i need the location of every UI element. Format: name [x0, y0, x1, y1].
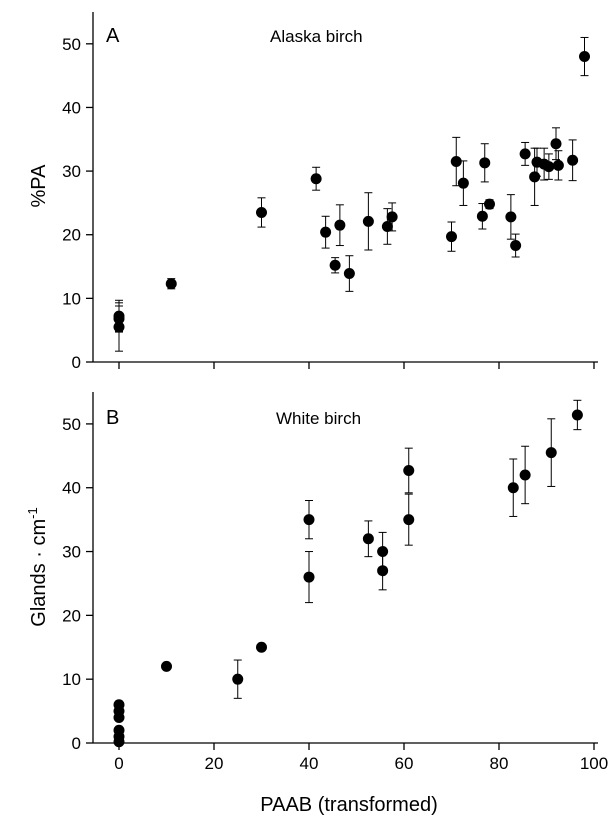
panel-a-data-point [484, 198, 495, 210]
panel-b-y-axis-title: Glands · cm-1 [25, 507, 50, 626]
panel-a-data-point [479, 157, 491, 169]
panel-a-data-point [343, 268, 355, 280]
panel-a-data-point [320, 226, 332, 238]
panel-a-error-bars [115, 36, 589, 352]
panel-a-data-point [505, 211, 517, 223]
panel-a-data-point [386, 211, 398, 223]
panel-a-data-point [256, 206, 267, 218]
panel-b-y-tick-label: 0 [72, 734, 81, 753]
panel-b-data-point [113, 711, 125, 723]
panel-a-ticks: 0 10 20 30 40 50 [62, 35, 595, 372]
panel-a-letter: A [106, 25, 120, 47]
panel-b-data-point [545, 447, 557, 459]
panel-b-title: White birch [276, 409, 361, 428]
panel-a-y-tick-label: 10 [62, 289, 81, 308]
panel-b-x-tick-label: 60 [395, 754, 414, 773]
panel-b-x-axis-title: PAAB (transformed) [260, 794, 437, 816]
panel-a-y-tick-label: 40 [62, 98, 81, 117]
panel-b-y-tick-label: 30 [62, 543, 81, 562]
panel-b-data-point [403, 514, 415, 526]
panel-b-ticks: 0 10 20 30 40 50 0 20 40 60 80 100 [62, 415, 608, 773]
panel-a-data-point [334, 219, 346, 231]
panel-b-data-point [161, 660, 172, 672]
panel-a-data-point [450, 156, 462, 168]
panel-b-y-tick-label: 10 [62, 670, 81, 689]
panel-b-y-tick-label: 50 [62, 415, 81, 434]
panel-b-data-points [113, 409, 583, 748]
panel-a-data-point [543, 161, 555, 173]
panel-b-x-tick-label: 80 [490, 754, 509, 773]
panel-b-data-point [507, 482, 519, 494]
panel-b-axes [92, 392, 598, 744]
panel-a-alaska-birch: 0 10 20 30 40 50 A Alaska birch %PA [28, 12, 598, 372]
panel-a-data-point [510, 240, 522, 252]
panel-b-y-axis-title-main: Glands [28, 563, 50, 626]
panel-a-axes [92, 12, 598, 363]
panel-a-title: Alaska birch [270, 27, 363, 46]
panel-b-data-point [362, 533, 374, 545]
panel-b-error-bars [233, 399, 582, 699]
panel-a-data-point [362, 215, 374, 227]
panel-a-y-tick-label: 0 [72, 353, 81, 372]
panel-a-data-point [457, 177, 469, 189]
panel-b-letter: B [106, 407, 119, 429]
panel-b-white-birch: 0 10 20 30 40 50 0 20 40 60 80 100 B White birch Gl… [25, 392, 608, 816]
panel-a-data-point [329, 259, 341, 271]
panel-a-data-point [567, 154, 579, 166]
panel-a-data-point [476, 210, 488, 222]
panel-b-data-point [232, 673, 244, 685]
panel-b-y-axis-title-dot: · [28, 546, 50, 564]
panel-a-data-points [113, 51, 590, 333]
panel-b-y-axis-title-unit: cm [28, 519, 50, 546]
panel-a-data-point [446, 231, 457, 243]
panel-a-data-point [550, 138, 562, 150]
panel-a-data-point [381, 220, 393, 232]
panel-a-data-point [113, 321, 125, 333]
panel-a-y-tick-label: 20 [62, 226, 81, 245]
panel-a-data-point [552, 159, 564, 171]
panel-b-data-point [303, 571, 315, 583]
panel-b-data-point [303, 514, 315, 526]
panel-a-data-point [165, 278, 177, 290]
panel-b-data-point [377, 565, 389, 577]
panel-b-data-point [571, 409, 583, 421]
panel-a-y-tick-label: 50 [62, 35, 81, 54]
panel-b-data-point [403, 464, 415, 476]
panel-b-x-tick-label: 20 [205, 754, 224, 773]
panel-b-y-tick-label: 40 [62, 479, 81, 498]
panel-b-data-point [377, 546, 389, 558]
panel-a-data-point [579, 51, 590, 63]
panel-b-y-axis-title-exponent: -1 [25, 507, 40, 519]
panel-b-x-tick-label: 40 [300, 754, 319, 773]
panel-a-data-point [113, 313, 125, 325]
panel-b-x-tick-label: 0 [114, 754, 123, 773]
panel-b-y-tick-label: 20 [62, 606, 81, 625]
panel-a-data-point [519, 148, 531, 160]
panel-b-x-tick-label: 100 [580, 754, 608, 773]
panel-a-data-point [310, 173, 322, 185]
panel-a-y-axis-title: %PA [28, 164, 50, 208]
panel-a-data-point [529, 171, 541, 183]
panel-b-data-point [256, 641, 267, 653]
panel-b-data-point [519, 469, 531, 481]
panel-b-data-point [113, 736, 125, 748]
panel-a-y-tick-label: 30 [62, 162, 81, 181]
